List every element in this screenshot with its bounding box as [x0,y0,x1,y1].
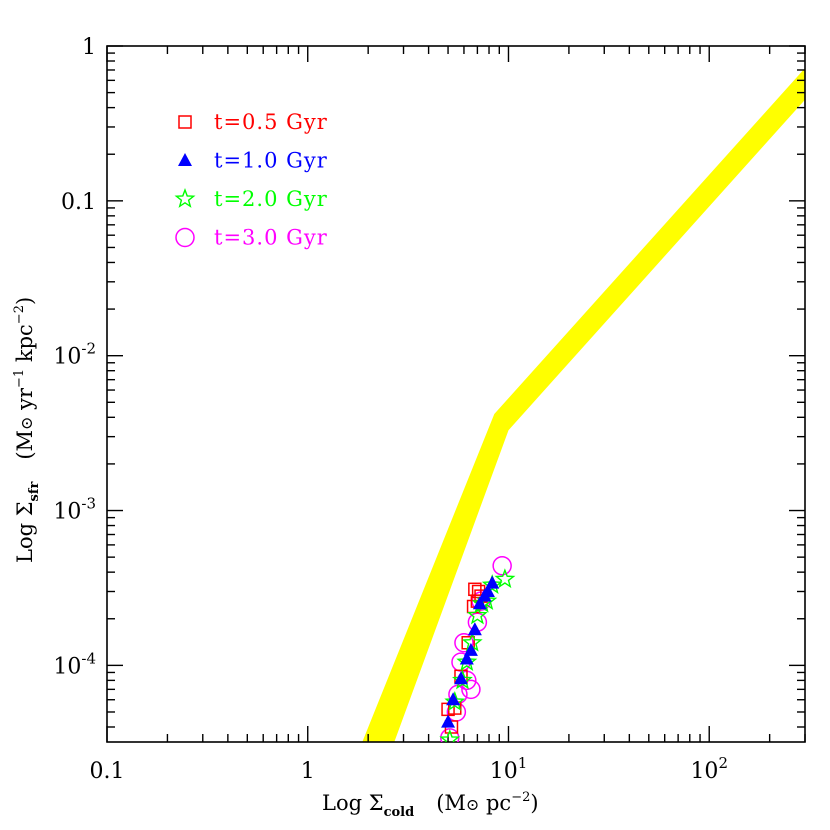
legend-triangle-icon [178,153,192,166]
legend: t=0.5 Gyr t=1.0 Gyr t=2.0 Gyr t=3.0 Gyr [174,110,328,250]
plot-frame [106,45,806,743]
legend-circle-icon [175,227,195,248]
x-tick-label: 0.1 [90,759,125,784]
legend-label: t=2.0 Gyr [214,187,328,211]
triangle-marker [459,651,474,665]
yellow-band-layer [362,68,805,742]
star-marker [456,651,478,672]
triangle-marker [480,583,495,597]
circle-marker [461,679,481,700]
triangle-marker [453,671,468,685]
y-tick-label: 0.1 [61,190,96,215]
circle-marker [454,632,474,653]
tick-layer: 0.1 1 101 102 1 0.1 10-2 10-3 10-4 [53,35,806,784]
triangle-marker [467,622,482,636]
x-tick-label: 101 [490,754,528,784]
star-marker [481,574,503,595]
legend-label: t=0.5 Gyr [214,110,328,134]
x-axis-title: Log Σcold (M⊙ pc−2) [322,790,539,820]
triangle-marker [472,596,487,610]
y-tick-label: 10-2 [53,340,96,370]
triangle-marker [463,642,478,656]
y-tick-label: 10-4 [53,649,96,679]
x-tick-label: 102 [690,754,728,784]
star-marker [466,604,488,625]
circle-marker [492,555,512,576]
triangle-marker [446,692,461,706]
x-tick-label: 1 [301,759,315,784]
legend-star-icon [174,187,196,208]
y-axis-title: Log Σsfr(M⊙ yr−1 kpc−2) [12,297,42,563]
legend-label: t=1.0 Gyr [214,149,328,173]
circle-marker [440,728,460,742]
sfr-relation-band [362,68,805,742]
y-tick-label: 1 [82,35,96,60]
triangle-marker [485,575,500,589]
triangle-marker [441,714,456,728]
star-marker [494,568,516,589]
star-marker [439,728,461,742]
star-marker [444,691,466,711]
legend-label: t=3.0 Gyr [214,226,328,250]
marker-layer [439,555,516,742]
y-tick-label: 10-3 [53,495,96,525]
legend-square-icon [178,115,192,129]
